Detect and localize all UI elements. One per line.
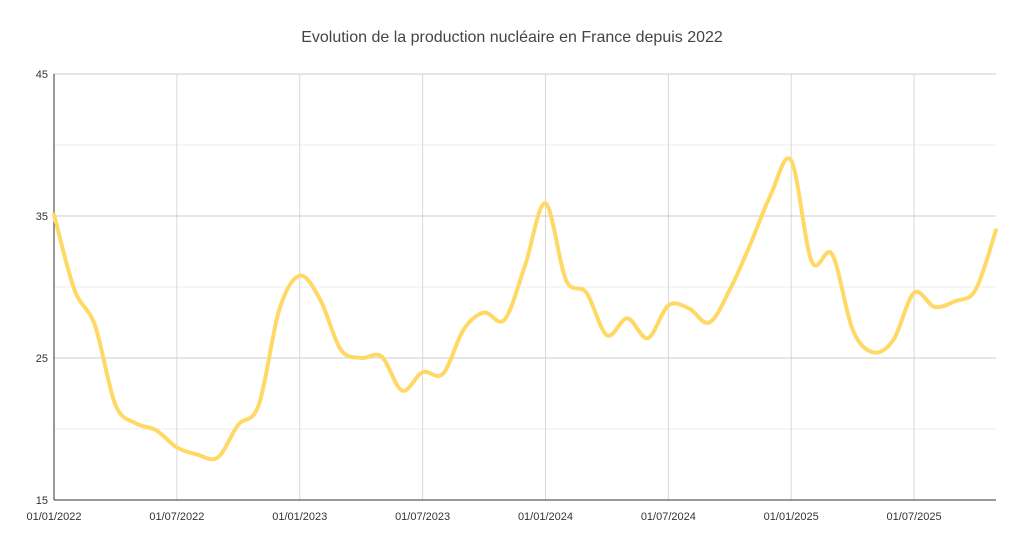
- chart-title: Evolution de la production nucléaire en …: [301, 29, 723, 46]
- y-tick-label: 35: [36, 211, 48, 223]
- x-tick-label: 01/07/2025: [887, 511, 942, 523]
- x-tick-label: 01/01/2023: [272, 511, 327, 523]
- x-tick-label: 01/01/2024: [518, 511, 573, 523]
- y-tick-label: 25: [36, 353, 48, 365]
- x-tick-label: 01/01/2022: [26, 511, 81, 523]
- y-tick-label: 15: [36, 495, 48, 507]
- x-tick-label: 01/07/2022: [149, 511, 204, 523]
- series-line: [52, 156, 998, 462]
- x-tick-label: 01/07/2024: [641, 511, 696, 523]
- x-tick-label: 01/01/2025: [764, 511, 819, 523]
- x-tick-label: 01/07/2023: [395, 511, 450, 523]
- y-tick-label: 45: [36, 69, 48, 81]
